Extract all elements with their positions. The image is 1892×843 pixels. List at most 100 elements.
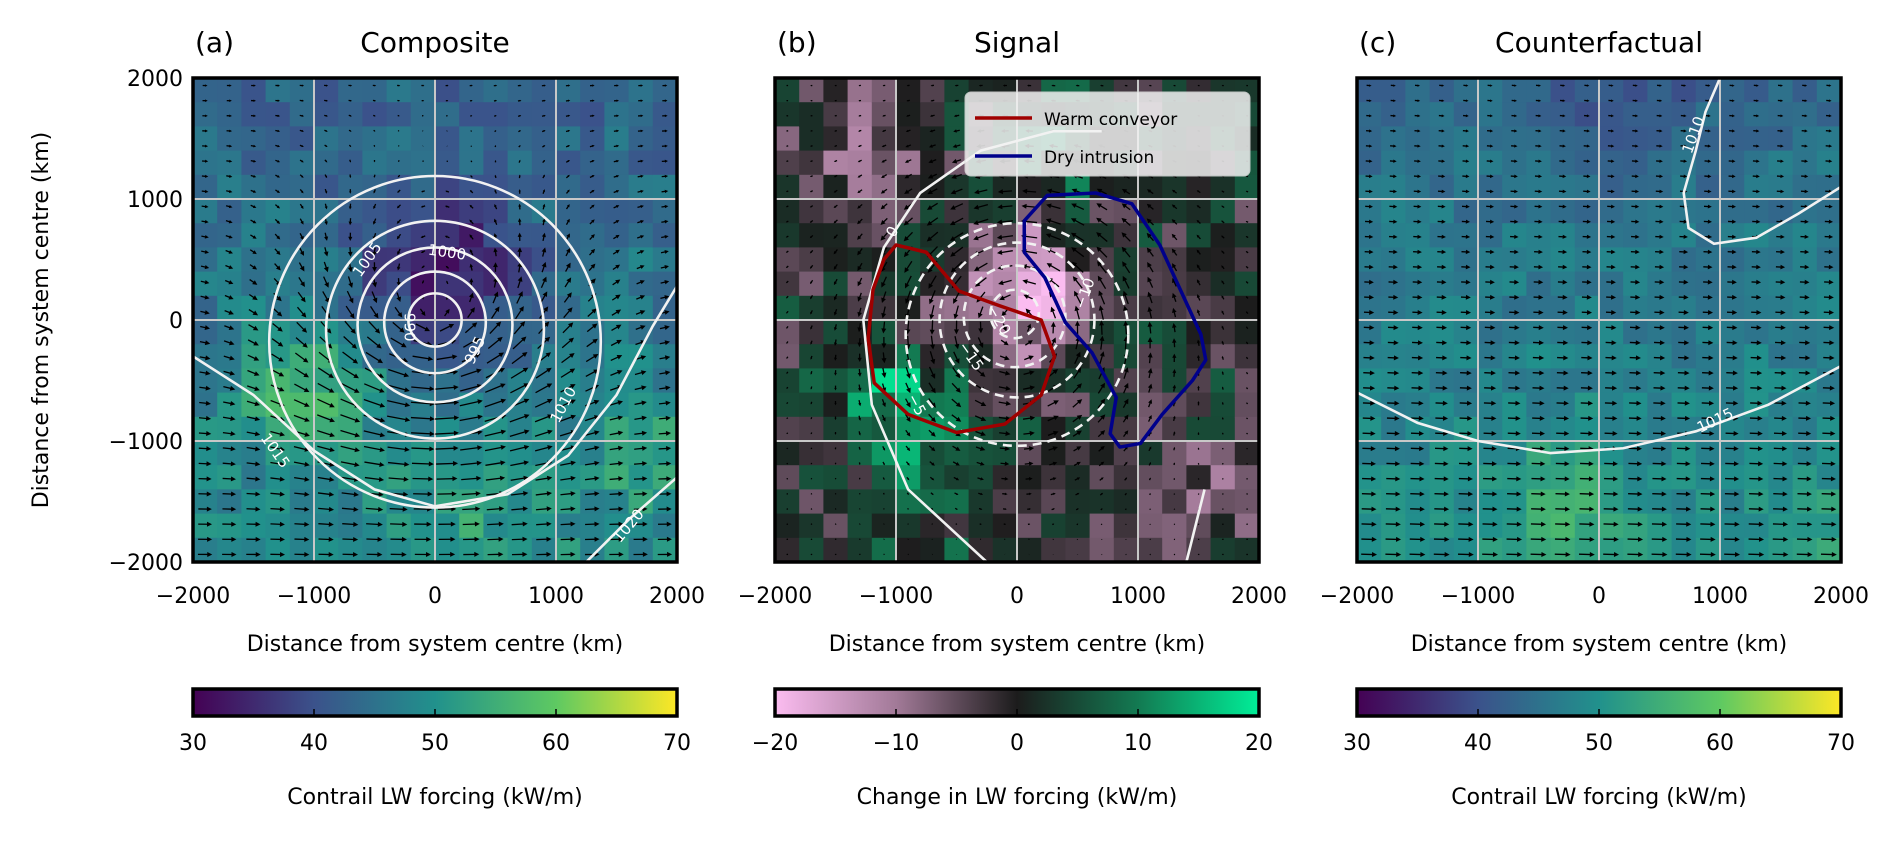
heatmap-cell xyxy=(993,272,1018,297)
heatmap-cell xyxy=(944,199,969,224)
heatmap-cell xyxy=(193,320,218,345)
heatmap-cell xyxy=(1817,175,1842,200)
heatmap-cell xyxy=(872,538,897,563)
heatmap-cell xyxy=(1720,344,1745,369)
heatmap-cell xyxy=(1551,151,1576,176)
heatmap-cell xyxy=(1551,538,1576,563)
heatmap-cell xyxy=(483,126,508,151)
heatmap-cell xyxy=(459,538,484,563)
heatmap-cell xyxy=(1405,465,1430,490)
heatmap-cell xyxy=(266,199,291,224)
x-axis-label: Distance from system centre (km) xyxy=(247,632,624,657)
heatmap-cell xyxy=(1502,78,1527,103)
heatmap-cell xyxy=(1090,223,1115,248)
heatmap-cell xyxy=(1696,514,1721,539)
heatmap-cell xyxy=(993,538,1018,563)
heatmap-cell xyxy=(1768,489,1793,514)
heatmap-cell xyxy=(1381,344,1406,369)
heatmap-cell xyxy=(217,489,242,514)
wind-arrow xyxy=(463,524,477,525)
heatmap-cell xyxy=(629,199,654,224)
heatmap-cell xyxy=(1526,78,1551,103)
x-tick-label: −1000 xyxy=(277,584,351,609)
heatmap-cell xyxy=(387,151,412,176)
heatmap-cell xyxy=(1551,175,1576,200)
heatmap-cell xyxy=(556,320,581,345)
heatmap-cell xyxy=(290,489,315,514)
heatmap-cell xyxy=(1114,417,1139,442)
heatmap-cell xyxy=(1065,247,1090,272)
heatmap-cell xyxy=(580,489,605,514)
heatmap-cell xyxy=(1357,175,1382,200)
heatmap-cell xyxy=(580,78,605,103)
heatmap-cell xyxy=(411,514,436,539)
heatmap-cell xyxy=(799,441,824,466)
heatmap-cell xyxy=(653,441,678,466)
heatmap-cell xyxy=(1526,368,1551,393)
x-tick-label: 1000 xyxy=(528,584,584,609)
wind-arrow xyxy=(462,509,477,510)
heatmap-cell xyxy=(1211,441,1236,466)
heatmap-cell xyxy=(290,151,315,176)
heatmap-cell xyxy=(508,126,533,151)
heatmap-cell xyxy=(1478,151,1503,176)
heatmap-cell xyxy=(290,514,315,539)
heatmap-cell xyxy=(1235,344,1260,369)
heatmap-cell xyxy=(1575,465,1600,490)
heatmap-cell xyxy=(1162,465,1187,490)
heatmap-cell xyxy=(848,175,873,200)
x-tick-label: 0 xyxy=(428,584,442,609)
heatmap-cell xyxy=(1162,393,1187,418)
heatmap-cell xyxy=(1623,538,1648,563)
heatmap-cell xyxy=(653,514,678,539)
heatmap-cell xyxy=(1041,538,1066,563)
heatmap-cell xyxy=(920,538,945,563)
heatmap-cell xyxy=(604,417,629,442)
heatmap-cell xyxy=(799,223,824,248)
heatmap-cell xyxy=(314,465,339,490)
heatmap-cell xyxy=(217,441,242,466)
heatmap-cell xyxy=(799,417,824,442)
heatmap-cell xyxy=(1551,320,1576,345)
heatmap-cell xyxy=(1720,320,1745,345)
heatmap-cell xyxy=(266,175,291,200)
heatmap-cell xyxy=(1793,151,1818,176)
heatmap-cell xyxy=(1381,393,1406,418)
heatmap-cell xyxy=(969,199,994,224)
heatmap-cell xyxy=(1430,441,1455,466)
heatmap-cell xyxy=(1551,417,1576,442)
heatmap-cell xyxy=(1211,465,1236,490)
heatmap-cell xyxy=(1405,151,1430,176)
heatmap-cell xyxy=(848,514,873,539)
heatmap-cell xyxy=(556,538,581,563)
heatmap-cell xyxy=(290,78,315,103)
heatmap-cell xyxy=(1793,417,1818,442)
heatmap-cell xyxy=(1551,344,1576,369)
heatmap-cell xyxy=(532,538,557,563)
heatmap-cell xyxy=(532,78,557,103)
heatmap-cell xyxy=(1162,489,1187,514)
heatmap-cell xyxy=(1647,393,1672,418)
heatmap-cell xyxy=(580,441,605,466)
heatmap-cell xyxy=(1186,175,1211,200)
heatmap-cell xyxy=(1454,489,1479,514)
heatmap-cell xyxy=(314,175,339,200)
heatmap-cell xyxy=(1551,393,1576,418)
heatmap-cell xyxy=(1575,417,1600,442)
heatmap-cell xyxy=(1623,514,1648,539)
heatmap-cell xyxy=(314,417,339,442)
heatmap-cell xyxy=(1647,175,1672,200)
heatmap-cell xyxy=(1357,441,1382,466)
heatmap-cell xyxy=(314,393,339,418)
y-tick-label: 2000 xyxy=(127,67,183,92)
heatmap-cell xyxy=(217,538,242,563)
heatmap-cell xyxy=(1454,344,1479,369)
heatmap-cell xyxy=(896,489,921,514)
heatmap-cell xyxy=(993,368,1018,393)
heatmap-cell xyxy=(872,175,897,200)
heatmap-cell xyxy=(799,514,824,539)
heatmap-cell xyxy=(896,441,921,466)
heatmap-cell xyxy=(1696,78,1721,103)
heatmap-cell xyxy=(1720,78,1745,103)
heatmap-cell xyxy=(1623,465,1648,490)
